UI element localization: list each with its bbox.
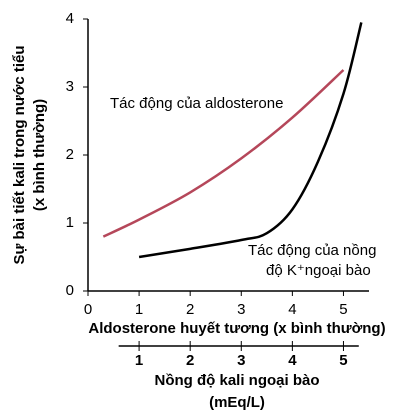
- x2-tick-label: 1: [135, 352, 143, 369]
- x-tick-label: 5: [339, 301, 347, 318]
- x2-tick-label: 4: [288, 352, 297, 369]
- y-tick-label: 3: [66, 78, 74, 95]
- x2-tick-label: 3: [237, 352, 245, 369]
- x-tick-label: 3: [237, 301, 245, 318]
- x2-axis-label: (mEq/L): [209, 394, 265, 411]
- x-axis-label: Aldosterone huyết tương (x bình thường): [88, 320, 385, 337]
- y-tick-label: 4: [66, 10, 74, 27]
- x-tick-label: 1: [135, 301, 143, 318]
- y-axis-label: Sự bài tiết kali trong nước tiểu: [11, 45, 28, 264]
- series-line: [102, 69, 345, 238]
- y-tick-label: 1: [66, 214, 74, 231]
- x-tick-label: 0: [84, 301, 92, 318]
- series-line: [138, 22, 363, 259]
- annotation: độ K⁺ngoại bào: [266, 262, 371, 279]
- x2-axis-label: Nồng độ kali ngoại bào: [155, 372, 320, 389]
- x2-tick-label: 5: [339, 352, 347, 369]
- x-tick-label: 2: [186, 301, 194, 318]
- annotation: Tác động của aldosterone: [110, 95, 283, 112]
- y-tick-label: 0: [66, 282, 74, 299]
- x2-tick-label: 2: [186, 352, 194, 369]
- y-axis-label: (x bình thường): [31, 99, 48, 211]
- x-tick-label: 4: [288, 301, 296, 318]
- annotation: Tác động của nồng: [248, 242, 376, 259]
- y-tick-label: 2: [66, 146, 74, 163]
